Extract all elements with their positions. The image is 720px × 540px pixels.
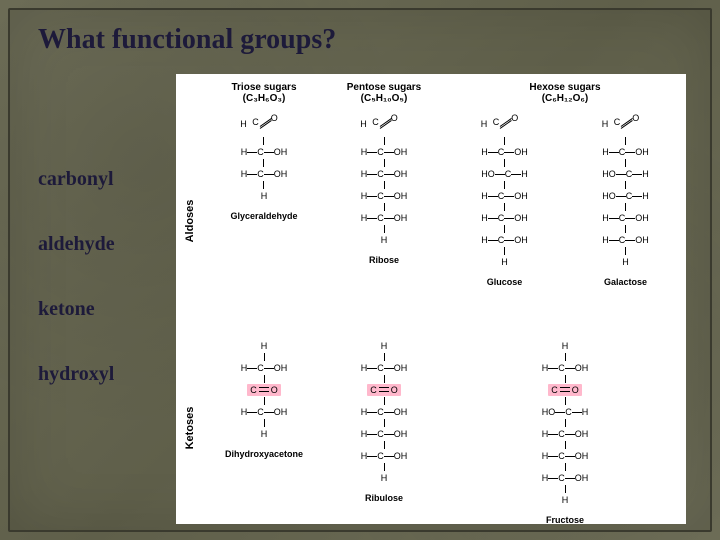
col-hexose: Hexose sugars(C₆H₁₂O₆) <box>444 80 686 105</box>
label-carbonyl: carbonyl <box>38 168 115 191</box>
mol-name: Galactose <box>604 277 647 287</box>
mol-name: Glyceraldehyde <box>230 211 297 221</box>
cell-ribose: HCO HCOH HCOH HCOH HCOH H Ribose <box>324 110 444 332</box>
cell-ribulose: H HCOH CO HCOH HCOH HCOH H Ribulose <box>324 332 444 524</box>
figure-body: Aldoses HCO HCOH HCOH H Glyceraldehyde H… <box>176 110 686 524</box>
col-triose: Triose sugars(C₃H₆O₃) <box>204 80 324 105</box>
mol-name: Fructose <box>546 515 584 525</box>
label-aldehyde: aldehyde <box>38 233 115 256</box>
cell-glucose: HCO HCOH HOCH HCOH HCOH HCOH H Glucose <box>444 110 565 332</box>
cell-glyceraldehyde: HCO HCOH HCOH H Glyceraldehyde <box>204 110 324 332</box>
label-ketone: ketone <box>38 298 115 321</box>
slide-title: What functional groups? <box>38 24 336 56</box>
cell-fructose: H HCOH CO HOCH HCOH HCOH HCOH H Fructose <box>444 332 686 524</box>
mol-name: Glucose <box>487 277 523 287</box>
functional-group-list: carbonyl aldehyde ketone hydroxyl <box>38 168 115 386</box>
mol-name: Ribulose <box>365 493 403 503</box>
cell-galactose: HCO HCOH HOCH HOCH HCOH HCOH H Galactose <box>565 110 686 332</box>
col-pentose: Pentose sugars(C₅H₁₀O₅) <box>324 80 444 105</box>
mol-name: Dihydroxyacetone <box>225 449 303 459</box>
mol-name: Ribose <box>369 255 399 265</box>
cell-dihydroxyacetone: H HCOH CO HCOH H Dihydroxyacetone <box>204 332 324 524</box>
label-hydroxyl: hydroxyl <box>38 363 115 386</box>
column-headers: Triose sugars(C₃H₆O₃) Pentose sugars(C₅H… <box>176 74 686 110</box>
row-label-aldoses: Aldoses <box>176 110 204 332</box>
row-label-ketoses: Ketoses <box>176 332 204 524</box>
sugar-table-figure: Triose sugars(C₃H₆O₃) Pentose sugars(C₅H… <box>176 74 686 524</box>
